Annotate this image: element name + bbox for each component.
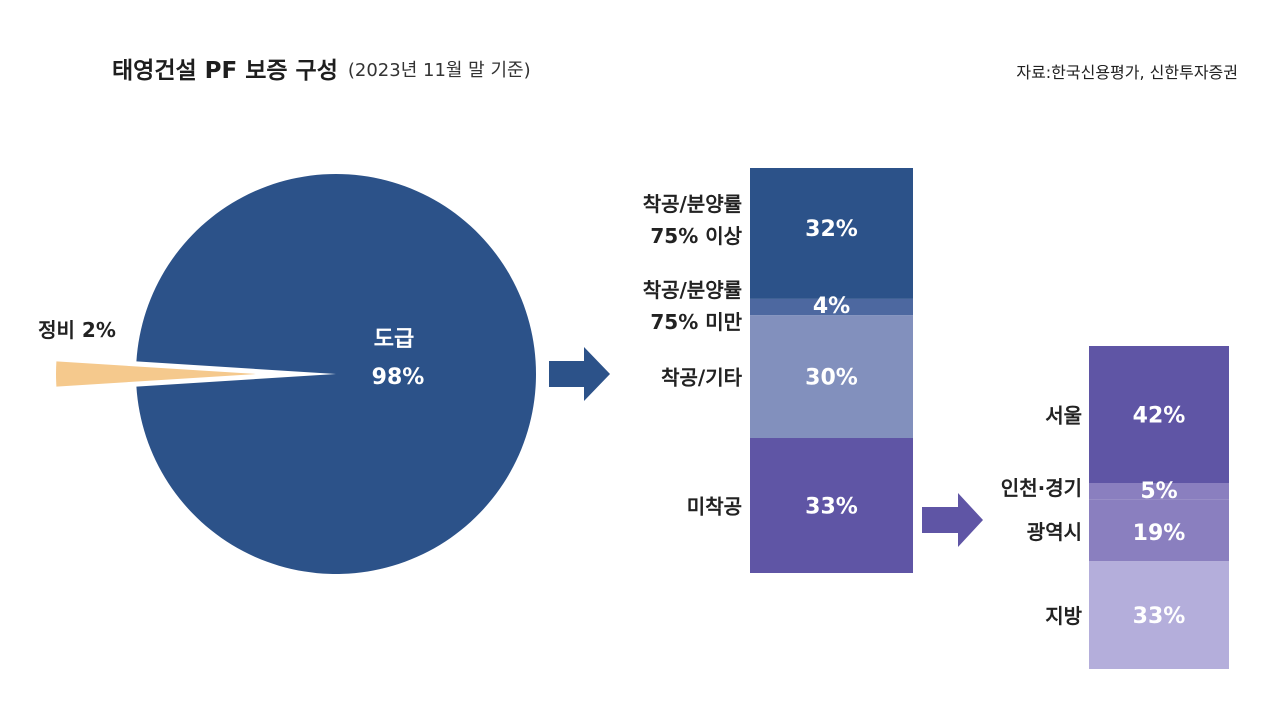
bar-category-label: 미착공 <box>687 495 742 519</box>
bar-category-label: 75% 미만 <box>650 310 742 334</box>
arrow-right-icon <box>922 493 983 547</box>
bar-value-label: 19% <box>1133 521 1186 546</box>
bar-segment <box>750 438 913 573</box>
pie-label-main: 도급 <box>374 327 414 352</box>
bar-category-label: 서울 <box>1045 404 1082 428</box>
bar-category-label: 광역시 <box>1027 520 1082 544</box>
stacked-bar-construction-status: 32% 착공/분양률 75% 이상 4% 착공/분양률 75% 미만 30% 착공/기타 33%… <box>643 168 913 573</box>
bar-segment <box>1089 499 1229 562</box>
pie-label-small: 정비 2% <box>38 318 116 342</box>
bar-segment <box>750 298 913 316</box>
bar-value-label: 30% <box>805 366 858 391</box>
pie-slice-dogeup <box>136 173 537 574</box>
bar-category-label: 착공/기타 <box>661 366 743 390</box>
bar-value-label: 42% <box>1133 404 1186 429</box>
bar-value-label: 33% <box>1133 604 1186 629</box>
bar-category-label: 인천·경기 <box>1001 476 1082 500</box>
source-note: 자료:한국신용평가, 신한투자증권 <box>1016 63 1238 82</box>
bar-segment <box>1089 561 1229 669</box>
chart-subtitle: (2023년 11월 말 기준) <box>348 60 531 81</box>
chart-title: 태영건설 PF 보증 구성 <box>112 58 338 84</box>
bar-value-label: 32% <box>805 217 858 242</box>
bar-value-label: 4% <box>813 294 850 319</box>
bar-category-label: 75% 이상 <box>650 224 742 248</box>
bar-segment <box>750 168 913 299</box>
bar-category-label: 착공/분양률 <box>643 278 742 302</box>
bar-segment <box>750 315 913 438</box>
arrow-right-icon <box>549 347 610 401</box>
bar-value-label: 33% <box>805 495 858 520</box>
bar-segment <box>1089 483 1229 500</box>
bar-segment <box>1089 346 1229 483</box>
pie-chart: 도급 98% 정비 2% <box>38 173 537 574</box>
bar-category-label: 착공/분양률 <box>643 192 742 216</box>
pie-slice-jeongbi <box>56 361 256 387</box>
pie-value-main: 98% <box>372 365 425 390</box>
bar-category-label: 지방 <box>1045 604 1082 628</box>
